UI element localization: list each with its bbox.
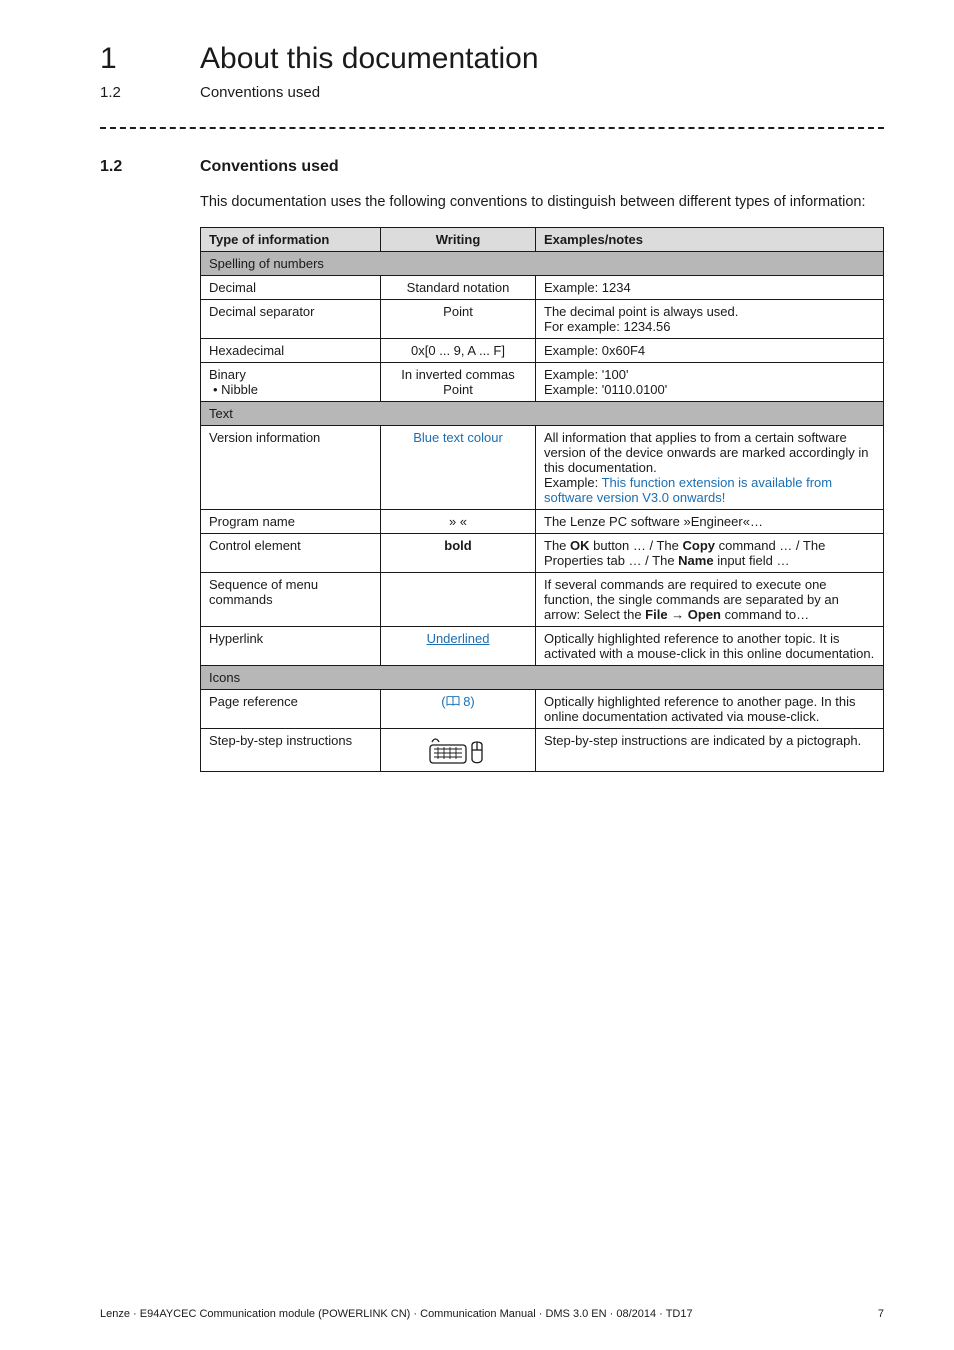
table-header-row: Type of information Writing Examples/not… <box>201 228 884 252</box>
cell-writing: ( 8) <box>381 690 536 729</box>
intro-paragraph: This documentation uses the following co… <box>200 192 884 213</box>
cell-type: Page reference <box>201 690 381 729</box>
cell-type: Decimal <box>201 276 381 300</box>
cell-type: Hyperlink <box>201 627 381 666</box>
cell-type: Sequence of menu commands <box>201 573 381 627</box>
cell-example: Optically highlighted reference to anoth… <box>536 627 884 666</box>
cell-writing: bold <box>381 534 536 573</box>
footer-left: Lenze · E94AYCEC Communication module (P… <box>100 1308 693 1320</box>
underlined-link[interactable]: Underlined <box>427 631 490 646</box>
cell-example: The OK button … / The Copy command … / T… <box>536 534 884 573</box>
writing-line: Point <box>443 382 473 397</box>
cell-writing: Standard notation <box>381 276 536 300</box>
cell-type: Hexadecimal <box>201 339 381 363</box>
example-line: Example: <box>544 475 602 490</box>
keyboard-mouse-icon <box>428 733 488 767</box>
example-line: For example: 1234.56 <box>544 319 670 334</box>
section-title: Conventions used <box>200 158 339 176</box>
col-header-examples: Examples/notes <box>536 228 884 252</box>
cell-writing: 0x[0 ... 9, A ... F] <box>381 339 536 363</box>
table-row: Version information Blue text colour All… <box>201 426 884 510</box>
group-row-icons: Icons <box>201 666 884 690</box>
cell-type: Step-by-step instructions <box>201 729 381 772</box>
cell-example: If several commands are required to exec… <box>536 573 884 627</box>
txt: command to… <box>721 607 809 622</box>
section-number: 1.2 <box>100 158 150 176</box>
table-row: Control element bold The OK button … / T… <box>201 534 884 573</box>
cell-writing: In inverted commas Point <box>381 363 536 402</box>
group-label-icons: Icons <box>201 666 884 690</box>
table-row: Sequence of menu commands If several com… <box>201 573 884 627</box>
cell-type: Program name <box>201 510 381 534</box>
group-row-spelling: Spelling of numbers <box>201 252 884 276</box>
table-row: Decimal separator Point The decimal poin… <box>201 300 884 339</box>
cell-example: The decimal point is always used. For ex… <box>536 300 884 339</box>
cell-example: Example: '100' Example: '0110.0100' <box>536 363 884 402</box>
separator-dashed <box>100 127 884 130</box>
table-row: Page reference ( 8) Optically highlighte… <box>201 690 884 729</box>
paren: ) <box>470 694 474 709</box>
cell-writing: Underlined <box>381 627 536 666</box>
txt: input field … <box>714 553 790 568</box>
section-title-top: Conventions used <box>200 84 320 101</box>
type-line: Binary <box>209 367 246 382</box>
table-row: Program name » « The Lenze PC software »… <box>201 510 884 534</box>
cell-example: The Lenze PC software »Engineer«… <box>536 510 884 534</box>
example-line: Example: '0110.0100' <box>544 382 667 397</box>
txt: The <box>544 538 570 553</box>
txt: button … / The <box>590 538 683 553</box>
chapter-title: About this documentation <box>200 42 539 76</box>
cell-writing <box>381 729 536 772</box>
example-line: Example: '100' <box>544 367 628 382</box>
cell-type: Version information <box>201 426 381 510</box>
table-row: Step-by-step instructions Step- <box>201 729 884 772</box>
example-line: All information that applies to from a c… <box>544 430 868 475</box>
cell-example: All information that applies to from a c… <box>536 426 884 510</box>
group-row-text: Text <box>201 402 884 426</box>
table-row: Decimal Standard notation Example: 1234 <box>201 276 884 300</box>
group-label-text: Text <box>201 402 884 426</box>
cell-example: Example: 1234 <box>536 276 884 300</box>
cell-writing: » « <box>381 510 536 534</box>
section-number-top: 1.2 <box>100 84 150 101</box>
bold-txt: Copy <box>683 538 716 553</box>
cell-example: Step-by-step instructions are indicated … <box>536 729 884 772</box>
page-num: 8 <box>460 694 471 709</box>
group-label-spelling: Spelling of numbers <box>201 252 884 276</box>
example-line: The decimal point is always used. <box>544 304 738 319</box>
cell-example: Optically highlighted reference to anoth… <box>536 690 884 729</box>
chapter-number: 1 <box>100 42 150 76</box>
cell-type: Binary • Nibble <box>201 363 381 402</box>
type-line: • Nibble <box>209 382 258 397</box>
col-header-writing: Writing <box>381 228 536 252</box>
cell-example: Example: 0x60F4 <box>536 339 884 363</box>
conventions-table: Type of information Writing Examples/not… <box>200 227 884 772</box>
page-footer: Lenze · E94AYCEC Communication module (P… <box>100 1308 884 1320</box>
cell-writing: Blue text colour <box>381 426 536 510</box>
cell-type: Control element <box>201 534 381 573</box>
bold-txt: File → Open <box>645 607 721 622</box>
table-row: Hexadecimal 0x[0 ... 9, A ... F] Example… <box>201 339 884 363</box>
col-header-type: Type of information <box>201 228 381 252</box>
table-row: Hyperlink Underlined Optically highlight… <box>201 627 884 666</box>
bold-txt: OK <box>570 538 590 553</box>
cell-writing: Point <box>381 300 536 339</box>
cell-type: Decimal separator <box>201 300 381 339</box>
footer-page-number: 7 <box>878 1308 884 1320</box>
bold-txt: Name <box>678 553 713 568</box>
book-icon <box>446 696 460 707</box>
table-row: Binary • Nibble In inverted commas Point… <box>201 363 884 402</box>
writing-line: In inverted commas <box>401 367 514 382</box>
cell-writing <box>381 573 536 627</box>
